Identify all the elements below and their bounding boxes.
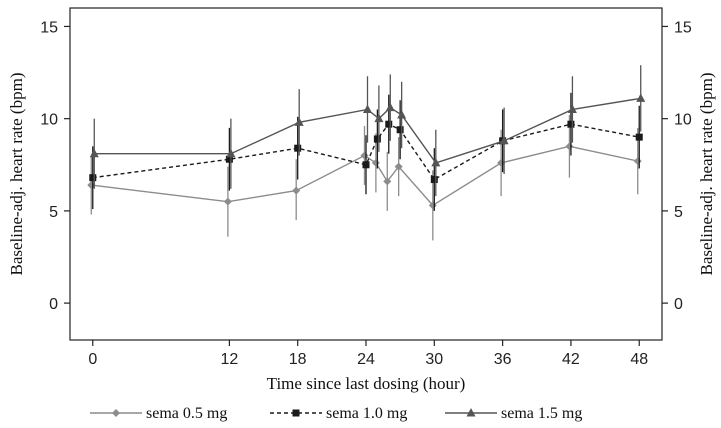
y-tick-label-left: 10 [40, 112, 58, 129]
legend: sema 0.5 mg sema 1.0 mg sema 1.5 mg [90, 405, 582, 422]
data-point [373, 135, 381, 143]
y-tick-label-right: 15 [674, 19, 692, 36]
y-axis-title-right: Baseline-adj. heart rate (bpm) [697, 73, 716, 276]
data-point [89, 148, 99, 158]
data-point [363, 104, 372, 113]
legend-marker [466, 408, 476, 417]
data-point [385, 120, 393, 128]
legend-marker [292, 409, 300, 417]
y-tick-label-left: 15 [40, 19, 58, 36]
data-point [567, 104, 577, 113]
x-axis-title: Time since last dosing (hour) [267, 374, 466, 393]
data-point [374, 113, 384, 123]
data-point [499, 135, 509, 145]
x-tick-label: 18 [289, 351, 307, 368]
data-point [394, 162, 403, 171]
legend-label: sema 0.5 mg [146, 405, 227, 422]
data-point [223, 197, 232, 206]
data-point [225, 155, 233, 163]
data-point [294, 144, 302, 152]
y-tick-label-left: 0 [49, 296, 58, 313]
data-point [431, 157, 441, 167]
data-point [360, 151, 369, 160]
data-point [635, 133, 643, 141]
data-point [636, 93, 646, 102]
data-point [565, 142, 574, 151]
x-tick-label: 36 [494, 351, 512, 368]
x-tick-label: 48 [630, 351, 648, 368]
x-tick-label: 30 [425, 351, 443, 368]
x-tick-label: 42 [562, 351, 580, 368]
y-tick-label-right: 0 [674, 296, 683, 313]
legend-label: sema 1.5 mg [501, 405, 582, 422]
data-point [371, 158, 380, 167]
data-point [430, 176, 438, 184]
data-point [226, 148, 236, 158]
legend-label: sema 1.0 mg [326, 405, 407, 422]
data-point [294, 117, 304, 126]
data-point [397, 109, 407, 119]
y-axis-title-left: Baseline-adj. heart rate (bpm) [7, 73, 26, 276]
series-3 [89, 65, 646, 197]
legend-marker [112, 409, 120, 417]
series-1 [87, 114, 642, 241]
data-point [89, 174, 97, 182]
y-tick-label-right: 10 [674, 112, 692, 129]
y-tick-label-left: 5 [49, 204, 58, 221]
x-tick-label: 24 [357, 351, 375, 368]
data-point [385, 102, 395, 112]
x-tick-label: 0 [88, 351, 97, 368]
data-point [362, 161, 370, 169]
data-point [383, 177, 392, 186]
x-tick-label: 12 [220, 351, 238, 368]
data-point [633, 157, 642, 166]
y-tick-label-right: 5 [674, 204, 683, 221]
data-point [567, 120, 575, 128]
series-layer [87, 65, 646, 241]
data-point [396, 126, 404, 134]
data-point [292, 186, 301, 195]
axes-layer: 0 12 18 24 30 36 42 48 0 0 5 5 10 10 15 15 [40, 19, 692, 368]
